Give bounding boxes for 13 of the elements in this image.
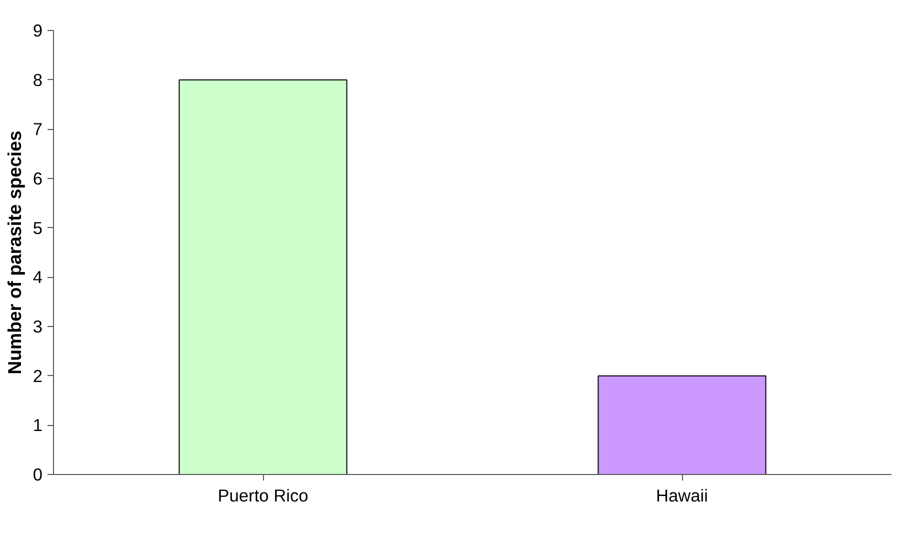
y-tick-label: 0 (32, 464, 43, 484)
y-tick-label: 2 (32, 366, 43, 386)
y-tick-label: 7 (32, 119, 43, 140)
y-tick-label: 3 (32, 316, 43, 336)
y-tick-label: 8 (32, 70, 43, 90)
y-tick-label: 9 (32, 20, 43, 40)
y-tick-label: 4 (32, 267, 43, 288)
y-axis-title: Number of parasite species (4, 130, 25, 374)
y-tick-label: 6 (32, 168, 43, 188)
x-tick-label: Puerto Rico (218, 486, 308, 506)
y-tick-label: 1 (32, 415, 43, 436)
x-tick-label: Hawaii (656, 486, 708, 506)
y-tick-label: 5 (32, 218, 43, 238)
